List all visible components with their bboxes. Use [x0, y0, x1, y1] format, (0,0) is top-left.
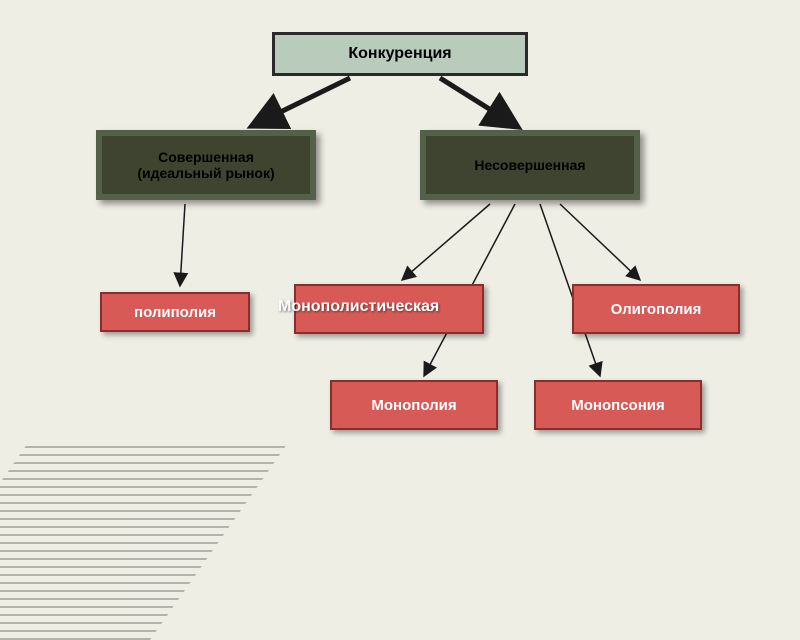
- node-monopsony: Монопсония: [534, 380, 702, 430]
- node-monopoly-label: Монополия: [371, 397, 456, 414]
- node-monopoly: Монополия: [330, 380, 498, 430]
- node-imperfect: Несовершенная: [420, 130, 640, 200]
- node-perfect: Совершенная (идеальный рынок): [96, 130, 316, 200]
- node-monopolistic-label: Монополистическая: [278, 298, 439, 316]
- node-monopsony-label: Монопсония: [571, 397, 664, 414]
- node-oligopoly: Олигополия: [572, 284, 740, 334]
- node-imperfect-label: Несовершенная: [474, 157, 585, 173]
- node-polypoly: полиполия: [100, 292, 250, 332]
- node-root-label: Конкуренция: [348, 45, 451, 63]
- node-perfect-line2: (идеальный рынок): [137, 165, 274, 181]
- node-polypoly-label: полиполия: [134, 304, 216, 321]
- node-perfect-line1: Совершенная: [158, 149, 254, 165]
- decorative-hatch: [0, 440, 290, 640]
- node-root: Конкуренция: [272, 32, 528, 76]
- node-oligopoly-label: Олигополия: [611, 301, 702, 318]
